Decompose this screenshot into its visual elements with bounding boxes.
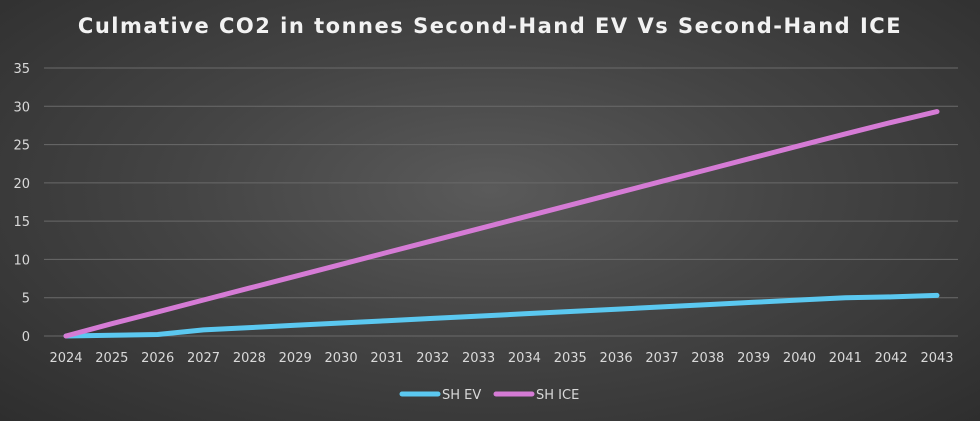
x-tick-label: 2025 [95,351,128,366]
x-tick-label: 2031 [370,351,403,366]
x-tick-label: 2037 [645,351,678,366]
x-tick-label: 2041 [829,351,862,366]
x-tick-label: 2043 [920,351,953,366]
x-tick-label: 2035 [554,351,587,366]
x-tick-label: 2026 [141,351,174,366]
x-tick-label: 2029 [279,351,312,366]
x-tick-label: 2028 [233,351,266,366]
x-tick-label: 2040 [783,351,816,366]
legend-label: SH EV [442,388,481,403]
x-tick-label: 2027 [187,351,220,366]
legend-label: SH ICE [536,388,579,403]
x-tick-label: 2038 [691,351,724,366]
x-tick-label: 2033 [462,351,495,366]
y-tick-label: 0 [22,330,30,345]
x-tick-label: 2034 [508,351,541,366]
x-tick-label: 2039 [737,351,770,366]
x-tick-label: 2030 [325,351,358,366]
chart-title: Culmative CO2 in tonnes Second-Hand EV V… [77,14,903,38]
y-tick-label: 20 [13,177,30,192]
y-tick-label: 25 [13,139,30,154]
y-tick-label: 35 [13,62,30,77]
y-tick-label: 5 [22,292,30,307]
x-tick-label: 2042 [875,351,908,366]
x-tick-label: 2024 [49,351,82,366]
x-tick-label: 2036 [600,351,633,366]
series-line-sh-ev [63,292,940,339]
series-line-sh-ice [63,109,940,339]
x-tick-label: 2032 [416,351,449,366]
y-tick-label: 30 [13,100,30,115]
y-tick-label: 15 [13,215,30,230]
y-tick-label: 10 [13,253,30,268]
